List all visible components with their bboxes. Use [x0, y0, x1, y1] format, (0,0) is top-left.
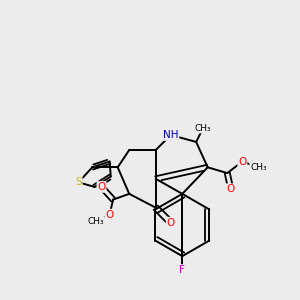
Text: S: S	[75, 177, 82, 187]
Text: O: O	[226, 184, 235, 194]
Text: CH₃: CH₃	[195, 124, 212, 133]
Text: O: O	[106, 210, 114, 220]
Text: CH₃: CH₃	[88, 217, 104, 226]
Text: NH: NH	[163, 130, 178, 140]
Text: O: O	[98, 182, 106, 192]
Text: O: O	[238, 157, 246, 166]
Text: F: F	[179, 265, 185, 275]
Text: O: O	[167, 218, 175, 228]
Text: CH₃: CH₃	[250, 163, 267, 172]
